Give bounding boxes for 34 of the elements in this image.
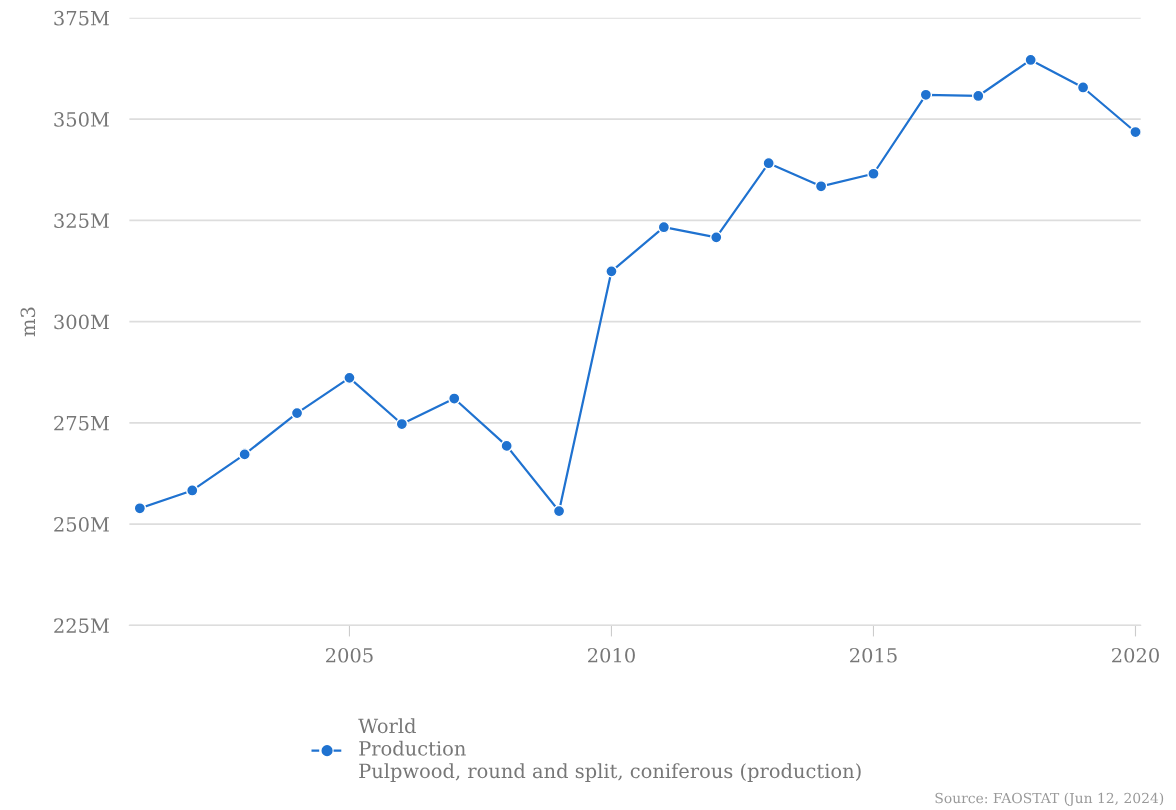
point — [972, 89, 985, 103]
point — [1129, 125, 1141, 139]
point — [448, 392, 461, 405]
point — [710, 231, 723, 244]
x-tick-label: 2015 — [850, 647, 897, 663]
point — [814, 180, 828, 193]
point — [185, 484, 199, 497]
point — [395, 417, 409, 431]
point — [1024, 53, 1037, 67]
x-tick-label: 2005 — [326, 647, 373, 663]
point — [133, 502, 147, 515]
point — [290, 406, 304, 420]
point — [552, 504, 566, 518]
y-tick-label: 250M — [54, 517, 109, 532]
y-tick-label: 300M — [54, 314, 109, 330]
point — [867, 167, 880, 180]
y-tick-label: 325M — [54, 213, 109, 228]
point — [605, 265, 618, 278]
y-tick-label: 275M — [54, 415, 109, 431]
point — [657, 220, 671, 234]
y-tick-label: 350M — [54, 112, 109, 127]
y-axis-title: m3 — [20, 307, 36, 337]
point — [919, 88, 933, 102]
point — [500, 439, 513, 453]
x-tick-label: 2020 — [1112, 647, 1159, 663]
point — [762, 156, 775, 170]
legend-label: World Production Pulpwood, round and split, coniferous (production) — [358, 718, 861, 782]
y-tick-label: 225M — [54, 618, 109, 633]
y-tick-label: 375M — [54, 10, 109, 26]
x-tick-label: 2010 — [588, 647, 635, 663]
source-note: Source: FAOSTAT (Jun 12, 2024) — [935, 792, 1164, 806]
point — [1076, 81, 1090, 94]
point — [238, 448, 251, 461]
point — [343, 371, 356, 385]
